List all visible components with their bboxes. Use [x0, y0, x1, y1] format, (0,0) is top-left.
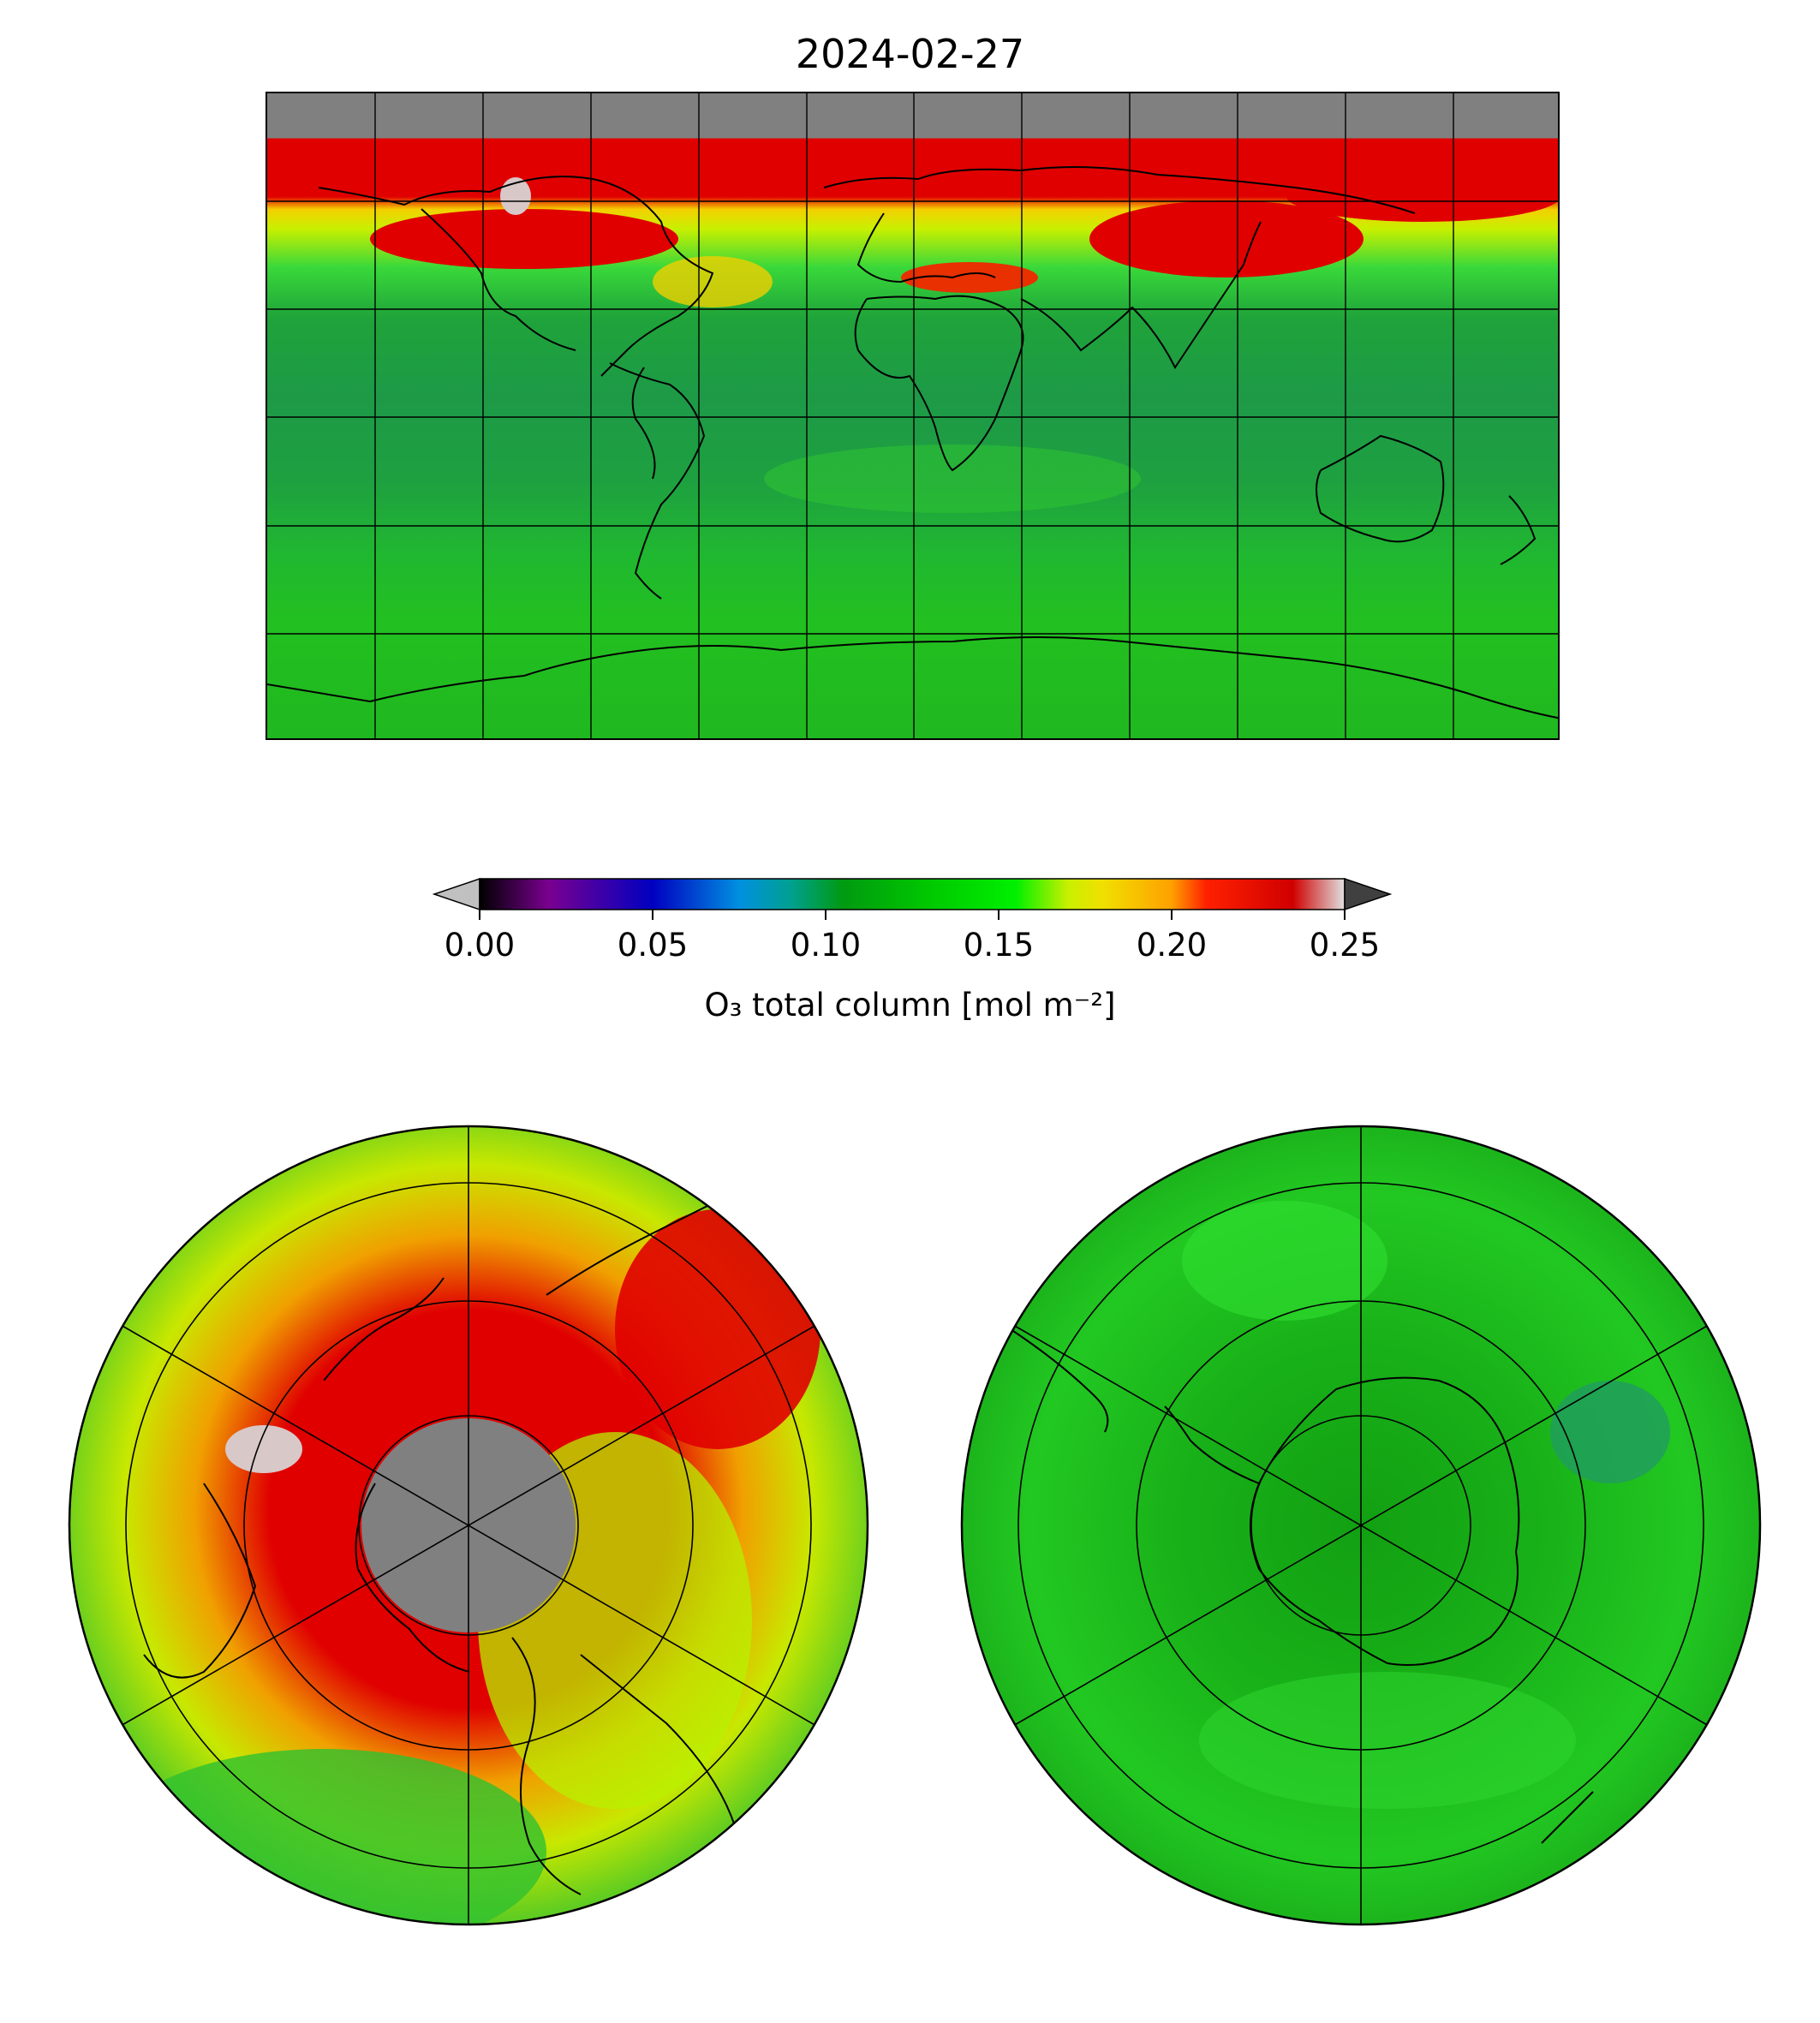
low-ozone-region [1550, 1381, 1670, 1483]
south-polar-map [960, 1125, 1762, 1926]
coastlines [1010, 1328, 1594, 1844]
colorbar-label: O₃ total column [mol m⁻²] [704, 987, 1116, 1023]
mid-ozone-region [1182, 1201, 1387, 1321]
graticule [1012, 1126, 1710, 1925]
map-boundary [68, 1125, 869, 1926]
mid-ozone-region [653, 256, 773, 307]
high-ozone-region [1286, 170, 1558, 222]
coastlines [267, 166, 1558, 719]
high-ozone-region [615, 1209, 820, 1449]
graticule [267, 93, 1558, 738]
colorbar-tick-label: 0.05 [618, 927, 688, 964]
mid-ozone-region [1199, 1672, 1576, 1809]
colorbar-tick-label: 0.20 [1137, 927, 1207, 964]
colorbar-tick-label: 0.10 [791, 927, 861, 964]
mid-ozone-region [764, 445, 1141, 513]
figure-title: 2024-02-27 [795, 31, 1025, 77]
north-polar-map [68, 1125, 869, 1926]
high-ozone-region [1089, 200, 1364, 277]
global-map [266, 92, 1560, 740]
colorbar-gradient [479, 878, 1346, 910]
global-map-overlay [267, 93, 1558, 738]
colorbar-tick-label: 0.15 [964, 927, 1034, 964]
ozone-hotspot [500, 177, 531, 215]
high-ozone-region [901, 262, 1038, 293]
high-ozone-region [370, 209, 678, 269]
colorbar-over-extension [1344, 877, 1392, 911]
colorbar-ticks [479, 910, 1346, 920]
colorbar: 0.00 0.05 0.10 0.15 0.20 0.25 [433, 877, 1392, 964]
colorbar-tick-label: 0.00 [445, 927, 515, 964]
ozone-hotspot [225, 1425, 302, 1473]
colorbar-under-extension [433, 877, 480, 911]
map-boundary [960, 1125, 1762, 1926]
colorbar-tick-label: 0.25 [1310, 927, 1380, 964]
